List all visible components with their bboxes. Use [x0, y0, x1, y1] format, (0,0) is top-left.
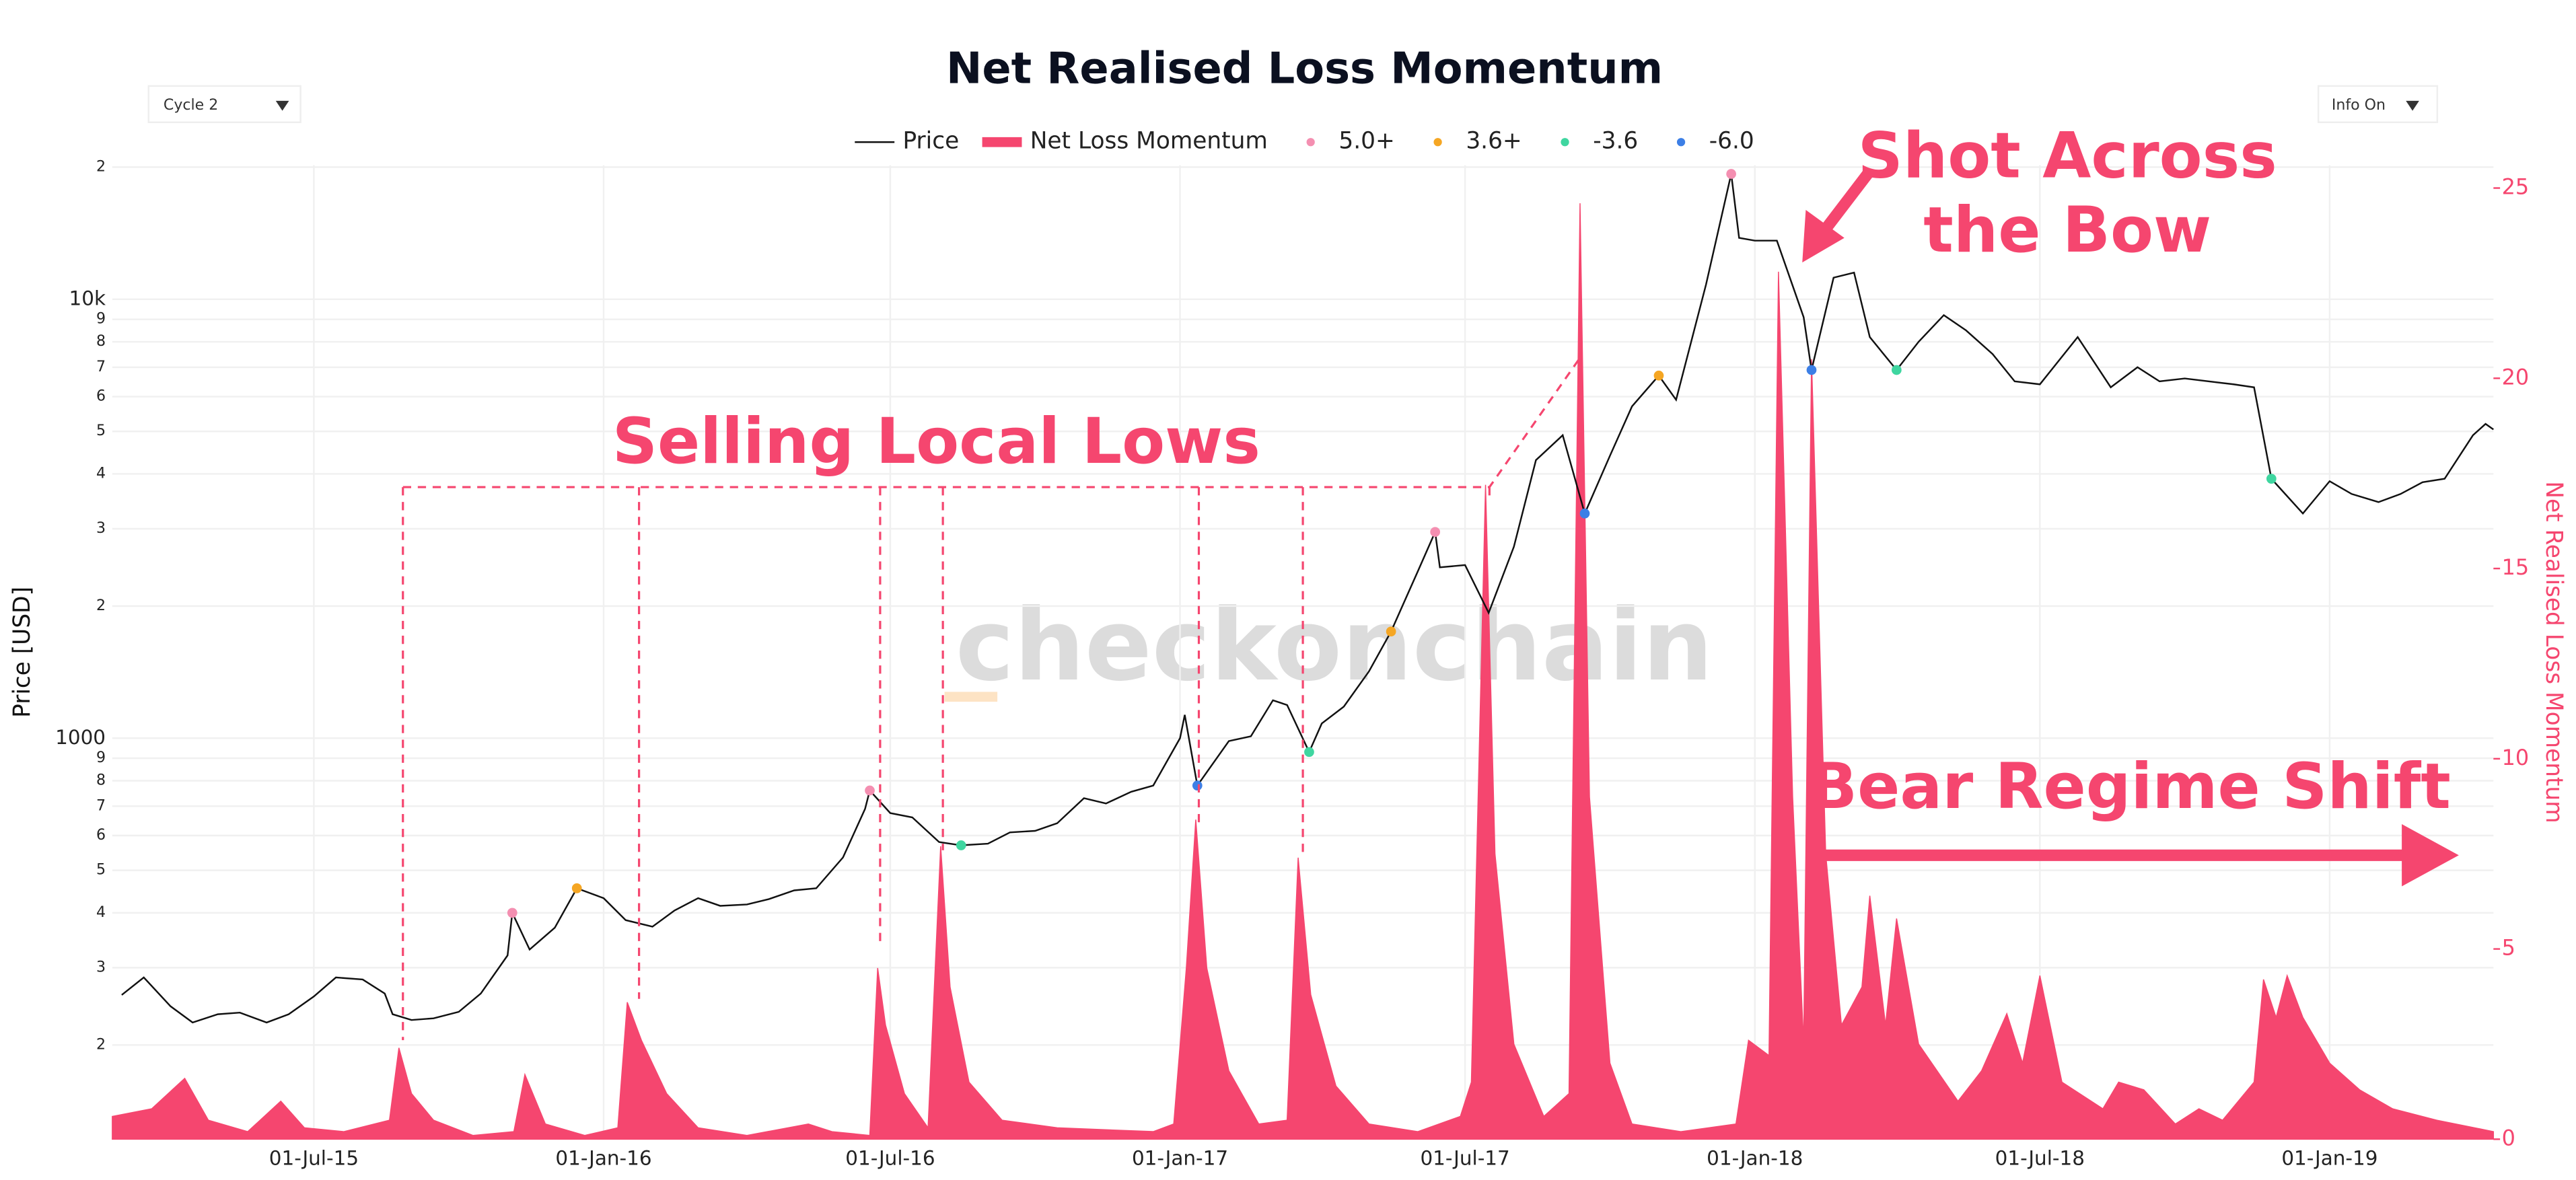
y-tick-label: 4: [96, 904, 106, 921]
y-tick-label: 6: [96, 388, 106, 405]
signal-dot: [1653, 370, 1664, 381]
legend-symbol: [1561, 138, 1569, 147]
y-tick-label: 2: [96, 1036, 106, 1053]
arrow-head: [2402, 824, 2459, 887]
x-tick-label: 01-Jul-15: [269, 1146, 359, 1169]
arrow-shaft: [1816, 168, 1874, 238]
y-tick-label: 3: [96, 959, 106, 975]
annotation-lines: [402, 354, 1583, 1041]
y2-axis-title: Net Realised Loss Momentum: [2540, 481, 2567, 823]
signal-dot: [1726, 169, 1736, 179]
legend-item: Price: [855, 128, 959, 155]
legend-label: -6.0: [1709, 128, 1754, 155]
chart-title: Net Realised Loss Momentum: [946, 44, 1663, 94]
signal-dot: [956, 840, 966, 850]
signal-dot: [507, 908, 517, 918]
x-tick-label: 01-Jan-18: [1707, 1146, 1803, 1169]
y-tick-label: 7: [96, 797, 106, 814]
legend-item: 5.0+: [1306, 128, 1395, 155]
annotation: Shot Across: [1858, 119, 2277, 192]
dropdown-arrow: [275, 100, 289, 111]
y-tick-label: 10k: [69, 287, 106, 309]
y2-tick-label: 5: [2502, 935, 2515, 961]
cycle-dropdown[interactable]: [147, 85, 301, 124]
signal-dot: [1304, 747, 1314, 758]
signal-dot: [1579, 508, 1590, 519]
legend-label: Price: [902, 128, 959, 155]
annotation: Bear Regime Shift: [1810, 749, 2451, 823]
y2-tick-label: 20: [2502, 364, 2530, 390]
y2-tick-label: 15: [2502, 554, 2530, 580]
annotation: the Bow: [1923, 193, 2211, 266]
y-tick-label: 9: [96, 749, 106, 766]
y-tick-label: 4: [96, 465, 106, 482]
signal-dot: [1430, 527, 1441, 538]
x-tick-label: 01-Jan-16: [555, 1146, 651, 1169]
plot-area: [112, 169, 2495, 1140]
y2-tick-label: 25: [2502, 174, 2530, 200]
signal-dot: [1806, 365, 1817, 375]
cycle-dropdown-label[interactable]: Cycle 2: [164, 97, 218, 114]
signal-dot: [1386, 626, 1396, 637]
y-tick-label: 1000: [55, 726, 106, 749]
x-tick-label: 01-Jan-19: [2281, 1146, 2377, 1169]
signal-dot: [865, 785, 875, 796]
y-tick-label: 2: [96, 597, 106, 614]
watermark: checkonchain: [956, 587, 1713, 703]
x-tick-label: 01-Jul-18: [1995, 1146, 2085, 1169]
y-tick-label: 6: [96, 827, 106, 844]
legend-symbol: [1433, 138, 1442, 147]
y-tick-label: 5: [96, 862, 106, 879]
annotation-arrows: [1802, 168, 2459, 887]
annotation: Selling Local Lows: [612, 404, 1260, 478]
arrow-head: [1802, 209, 1845, 263]
y-tick-label: 3: [96, 520, 106, 537]
legend-symbol: [982, 137, 1022, 147]
signal-dot: [571, 883, 582, 893]
y-tick-label: 8: [96, 772, 106, 788]
y-axis-title: Price [USD]: [9, 587, 36, 718]
signal-dot: [1891, 365, 1902, 375]
legend-item: -3.6: [1561, 128, 1638, 155]
legend-label: Net Loss Momentum: [1030, 128, 1268, 155]
y2-tick-label: 0: [2502, 1125, 2515, 1150]
legend-symbol: [1676, 138, 1686, 147]
dropdown-arrow: [2406, 100, 2419, 111]
legend-label: -3.6: [1593, 128, 1638, 155]
y-tick-label: 8: [96, 333, 106, 350]
y2-tick-label: 10: [2502, 745, 2530, 770]
legend-item: 3.6+: [1433, 128, 1522, 155]
info-dropdown-label[interactable]: Info On: [2332, 97, 2386, 114]
legend-label: 5.0+: [1338, 128, 1394, 155]
legend-label: 3.6+: [1466, 128, 1522, 155]
y-tick-label: 2: [96, 158, 106, 175]
legend-item: Net Loss Momentum: [982, 128, 1268, 155]
legend-item: -6.0: [1676, 128, 1754, 155]
x-tick-label: 01-Jul-17: [1420, 1146, 1509, 1169]
x-tick-label: 01-Jan-17: [1132, 1146, 1228, 1169]
legend-symbol: [1306, 138, 1315, 147]
y-tick-label: 5: [96, 422, 106, 439]
y-tick-label: 9: [96, 311, 106, 328]
labels: 2345678910002345678910k2051015202501-Jul…: [55, 119, 2529, 1170]
signal-dot: [1192, 780, 1203, 791]
watermark-logo: [944, 692, 998, 702]
dashed-guide: [402, 487, 1491, 1041]
x-tick-label: 01-Jul-16: [845, 1146, 935, 1169]
info-dropdown[interactable]: [2317, 85, 2439, 124]
momentum-area: [112, 203, 2495, 1140]
price-line: [121, 174, 2495, 1024]
signal-dot: [2266, 474, 2277, 484]
y-tick-label: 7: [96, 359, 106, 375]
